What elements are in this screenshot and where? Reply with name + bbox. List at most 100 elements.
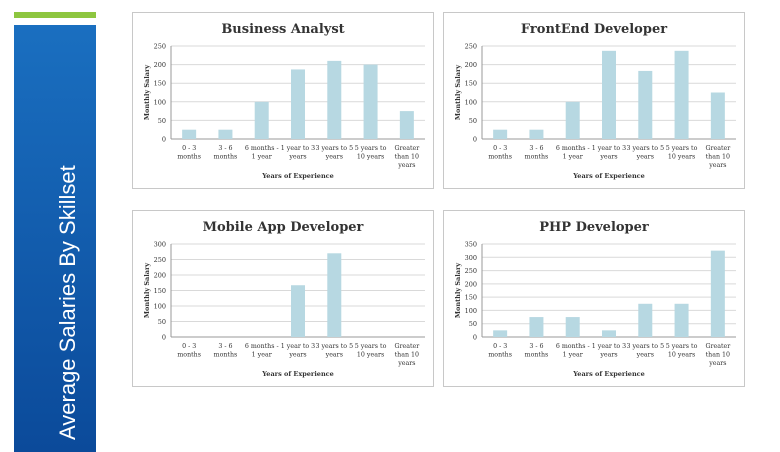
x-tick-label: Greater <box>705 343 731 350</box>
x-tick-label: 3 - 6 <box>218 343 232 350</box>
chart-title: Mobile App Developer <box>203 220 364 235</box>
accent-bar <box>14 12 96 18</box>
x-tick-label: 1 year <box>252 352 273 359</box>
x-axis-title: Years of Experience <box>261 370 334 378</box>
x-tick-label: months <box>488 154 512 161</box>
x-tick-label: months <box>525 154 549 161</box>
x-tick-label: 3 - 6 <box>218 145 232 152</box>
x-tick-label: than 10 <box>395 154 419 161</box>
y-tick-label: 250 <box>465 43 477 51</box>
bar <box>674 50 689 139</box>
chart-frontend-developer: FrontEnd Developer 0 50 100 150 200 250 0 - 3 mo… <box>443 12 745 189</box>
x-axis-title: Years of Experience <box>572 172 645 180</box>
x-tick-label: than 10 <box>706 352 730 359</box>
x-tick-label: 1 year <box>563 154 584 161</box>
side-panel: Average Salaries By Skillset <box>14 25 96 452</box>
x-tick-label: 3 years to 5 <box>315 145 353 152</box>
y-tick-label: 150 <box>154 287 166 295</box>
chart-title: FrontEnd Developer <box>521 22 667 37</box>
x-tick-label: years <box>599 154 617 161</box>
x-tick-label: years <box>397 162 415 169</box>
bar <box>493 330 508 337</box>
x-tick-label: 10 years <box>668 352 695 359</box>
x-tick-label: 3 - 6 <box>529 145 543 152</box>
bar <box>363 64 378 139</box>
y-tick-label: 100 <box>465 307 477 315</box>
chart-title: Business Analyst <box>221 22 344 37</box>
bar <box>602 330 616 337</box>
x-tick-label: years <box>599 352 617 359</box>
y-axis-title: Monthly Salary <box>454 263 462 319</box>
bar <box>327 60 342 139</box>
x-tick-label: than 10 <box>395 352 419 359</box>
y-tick-label: 150 <box>465 294 477 302</box>
chart-mobile-app-developer: Mobile App Developer 0 50 100 150 200 250 300 0 … <box>132 210 434 387</box>
y-tick-label: 100 <box>154 303 166 311</box>
y-tick-label: 200 <box>465 280 477 288</box>
x-tick-label: 5 years to <box>666 145 698 152</box>
bar <box>674 303 689 337</box>
bar <box>565 101 580 139</box>
x-tick-label: 1 year to 3 <box>281 145 315 152</box>
x-tick-label: years <box>325 154 343 161</box>
y-tick-label: 50 <box>158 318 166 326</box>
y-tick-label: 100 <box>465 98 477 106</box>
y-tick-label: 350 <box>465 241 477 249</box>
x-tick-label: 3 years to 5 <box>626 343 664 350</box>
chart-business-analyst: Business Analyst 0 50 100 150 200 250 0 - 3 mont… <box>132 12 434 189</box>
x-tick-label: 6 months - <box>245 145 279 152</box>
chart-svg: Business Analyst 0 50 100 150 200 250 0 - 3 mont… <box>143 22 425 180</box>
y-axis-title: Monthly Salary <box>143 263 151 319</box>
x-tick-label: Greater <box>705 145 731 152</box>
x-tick-label: Greater <box>394 343 420 350</box>
x-tick-label: months <box>177 154 201 161</box>
x-axis-title: Years of Experience <box>572 370 645 378</box>
chart-php-developer: PHP Developer 0 50 100 150 200 250 300 350 0 - 3 m… <box>443 210 745 387</box>
x-tick-label: 1 year <box>252 154 273 161</box>
bar <box>493 129 508 139</box>
x-tick-label: years <box>325 352 343 359</box>
chart-svg: Mobile App Developer 0 50 100 150 200 250 300 0 … <box>143 220 425 378</box>
bar <box>218 129 233 139</box>
bar <box>529 317 544 337</box>
x-tick-label: 3 years to 5 <box>315 343 353 350</box>
x-tick-label: 1 year <box>563 352 584 359</box>
x-tick-label: months <box>525 352 549 359</box>
y-tick-label: 0 <box>473 334 477 342</box>
y-tick-label: 0 <box>473 136 477 144</box>
x-tick-label: 5 years to <box>355 343 387 350</box>
bar <box>327 253 342 337</box>
x-tick-label: Greater <box>394 145 420 152</box>
bar <box>710 92 725 139</box>
bar <box>291 285 305 337</box>
x-tick-label: 6 months - <box>556 145 590 152</box>
x-tick-label: years <box>708 162 726 169</box>
x-tick-label: years <box>636 154 654 161</box>
y-tick-label: 200 <box>154 272 166 280</box>
bar <box>291 69 305 139</box>
x-tick-label: 6 months - <box>556 343 590 350</box>
x-tick-label: 0 - 3 <box>493 145 507 152</box>
y-tick-label: 100 <box>154 98 166 106</box>
x-tick-label: 6 months - <box>245 343 279 350</box>
x-tick-label: 1 year to 3 <box>592 343 626 350</box>
bar <box>565 317 580 337</box>
x-tick-label: years <box>636 352 654 359</box>
x-axis-title: Years of Experience <box>261 172 334 180</box>
x-tick-label: 0 - 3 <box>182 145 196 152</box>
y-tick-label: 0 <box>162 334 166 342</box>
y-tick-label: 250 <box>465 267 477 275</box>
chart-title: PHP Developer <box>539 220 649 235</box>
bar <box>638 303 653 337</box>
y-axis-title: Monthly Salary <box>143 65 151 121</box>
x-tick-label: months <box>177 352 201 359</box>
bar <box>182 129 197 139</box>
bar <box>529 129 544 139</box>
page-title: Average Salaries By Skillset <box>55 165 80 440</box>
bar <box>399 111 414 139</box>
x-tick-label: than 10 <box>706 154 730 161</box>
x-tick-label: years <box>288 352 306 359</box>
y-tick-label: 50 <box>158 117 166 125</box>
x-tick-label: 1 year to 3 <box>281 343 315 350</box>
y-tick-label: 150 <box>465 80 477 88</box>
